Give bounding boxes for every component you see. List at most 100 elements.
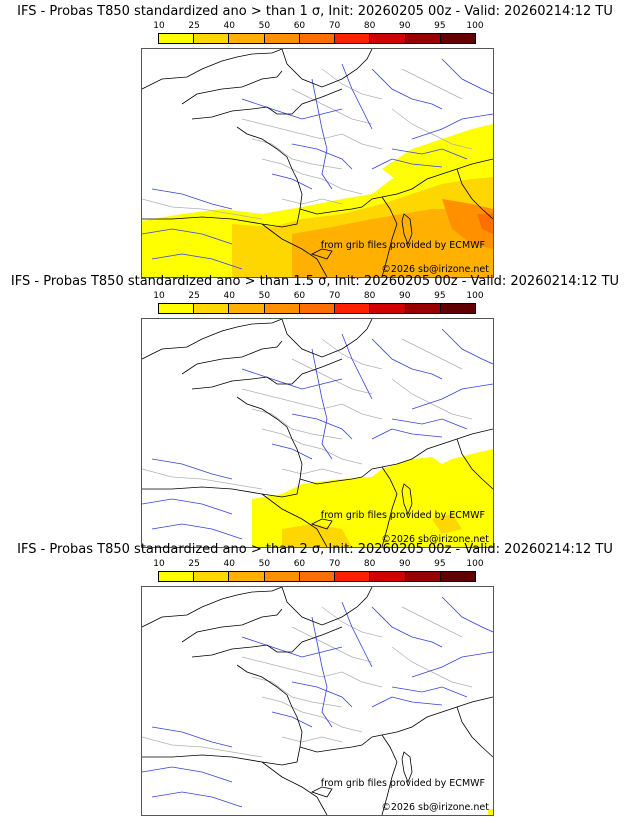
admin-border: [321, 606, 383, 638]
colorbar-tick-label: 95: [434, 291, 446, 301]
coastline: [142, 49, 283, 90]
colorbar-tick-label: 10: [153, 21, 165, 31]
coastline: [299, 428, 493, 485]
colorbar-tick-label: 60: [293, 21, 306, 31]
source-credit: from grib files provided by ECMWF: [320, 778, 485, 789]
river: [151, 523, 243, 540]
admin-border: [401, 338, 463, 370]
colorbar-tick-label: 90: [399, 21, 411, 31]
coastline: [401, 213, 413, 246]
probability-map: from grib files provided by ECMWF ©2026 …: [141, 318, 494, 548]
coastline: [381, 196, 398, 277]
coastline: [381, 734, 398, 815]
colorbar-swatch: [264, 304, 300, 313]
admin-border: [142, 468, 263, 490]
map-canvas: [142, 587, 493, 815]
coastline: [142, 319, 283, 360]
probability-area: [292, 209, 493, 277]
probability-area: [432, 514, 462, 534]
river: [371, 68, 443, 110]
river: [271, 711, 313, 728]
colorbar-tick-label: 40: [223, 21, 235, 31]
colorbar-tick-label: 70: [328, 291, 341, 301]
colorbar-swatch: [194, 34, 230, 43]
river: [271, 443, 313, 460]
colorbar-tick-label: 70: [328, 559, 341, 569]
river: [151, 458, 233, 480]
river: [411, 383, 493, 410]
panel-title: IFS - Probas T850 standardized ano > tha…: [10, 274, 620, 289]
colorbar-swatch: [440, 572, 475, 581]
admin-border: [261, 158, 363, 195]
admin-border: [291, 358, 373, 395]
river: [411, 113, 493, 140]
forecast-panel: IFS - Probas T850 standardized ano > tha…: [0, 542, 630, 816]
coastline: [281, 587, 373, 626]
colorbar-tick-label: 100: [466, 291, 484, 301]
probability-area: [382, 124, 493, 184]
admin-border: [142, 198, 263, 220]
admin-border: [281, 736, 343, 743]
coastline: [142, 126, 303, 228]
copyright-credit: ©2026 sb@irizone.net: [381, 264, 489, 275]
coastline: [310, 518, 333, 530]
coastline: [191, 88, 343, 120]
colorbar-swatch: [229, 572, 265, 581]
river: [391, 418, 468, 430]
colorbar-tick-label: 60: [293, 559, 306, 569]
coastline: [181, 340, 283, 375]
river: [311, 616, 333, 728]
colorbar-tick-label: 50: [258, 559, 271, 569]
colorbar-swatch: [159, 34, 195, 43]
river: [341, 63, 373, 130]
river: [241, 98, 343, 120]
admin-border: [391, 378, 473, 420]
coastline: [281, 49, 373, 88]
coastline: [456, 168, 493, 220]
river: [151, 791, 243, 808]
river: [391, 686, 468, 698]
colorbar-swatch: [194, 304, 230, 313]
admin-border: [291, 626, 373, 663]
river: [142, 766, 233, 783]
forecast-panel: IFS - Probas T850 standardized ano > tha…: [0, 274, 630, 548]
colorbar-tick-label: 70: [328, 21, 341, 31]
admin-border: [391, 108, 473, 150]
colorbar-tick-label: 40: [223, 559, 235, 569]
colorbar-tick-label: 80: [363, 21, 376, 31]
coastline: [261, 493, 328, 547]
coastline: [181, 70, 283, 105]
colorbar-tick-label: 100: [466, 559, 484, 569]
coastline: [456, 438, 493, 490]
admin-border: [241, 388, 383, 420]
colorbar: [158, 303, 476, 314]
admin-border: [261, 428, 363, 465]
colorbar-tick-label: 40: [223, 291, 235, 301]
admin-border: [241, 656, 383, 688]
admin-border: [251, 408, 343, 440]
colorbar-swatch: [405, 34, 441, 43]
colorbar-swatch: [194, 572, 230, 581]
river: [291, 413, 353, 440]
copyright-credit: ©2026 sb@irizone.net: [381, 802, 489, 813]
river: [341, 333, 373, 400]
probability-area: [477, 214, 493, 234]
colorbar-swatch: [440, 304, 475, 313]
colorbar-swatch: [440, 34, 475, 43]
colorbar-swatch: [299, 572, 336, 581]
river: [341, 601, 373, 668]
coastline: [142, 664, 303, 766]
probability-area: [442, 199, 493, 249]
river: [371, 696, 443, 708]
colorbar-swatch: [159, 572, 195, 581]
coastline: [191, 358, 343, 390]
coastline: [299, 158, 493, 215]
river: [311, 78, 333, 190]
coastline: [401, 483, 413, 516]
colorbar-swatch: [370, 304, 406, 313]
admin-border: [281, 468, 343, 475]
admin-border: [321, 68, 383, 100]
colorbar-swatch: [370, 572, 406, 581]
admin-border: [321, 338, 383, 370]
colorbar-tick-label: 10: [153, 291, 165, 301]
